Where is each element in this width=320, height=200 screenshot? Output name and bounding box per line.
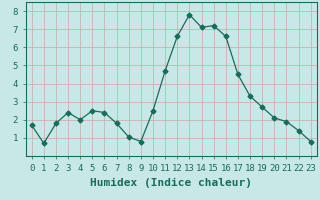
X-axis label: Humidex (Indice chaleur): Humidex (Indice chaleur) [90,178,252,188]
